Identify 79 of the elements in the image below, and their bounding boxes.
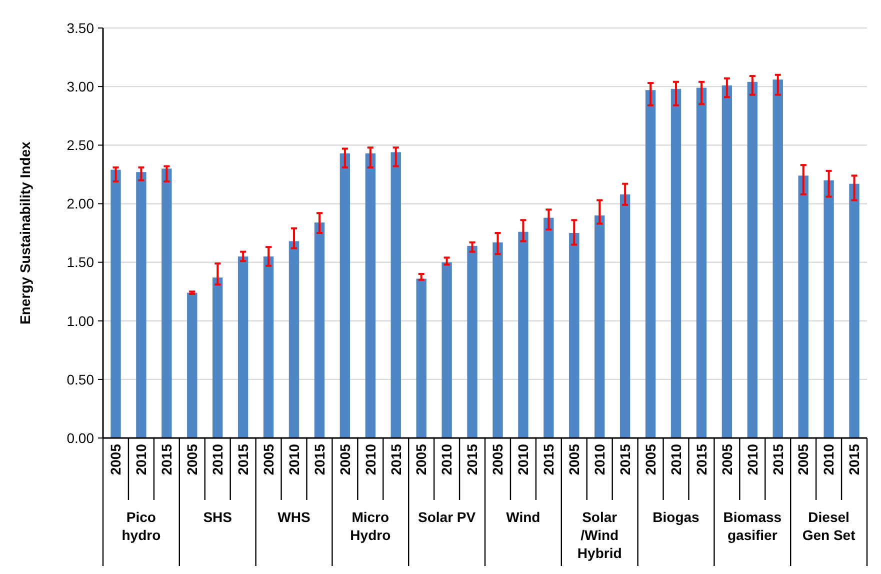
x-tick-label: 2010	[668, 444, 684, 476]
bar	[518, 232, 528, 438]
bar	[645, 90, 656, 438]
bar	[722, 85, 732, 438]
x-tick-label: 2015	[770, 444, 786, 476]
bar	[416, 278, 426, 438]
x-tick-label: 2015	[693, 444, 710, 476]
x-tick-label: 2015	[158, 444, 175, 476]
y-tick-label: 2.50	[66, 137, 94, 154]
bar	[136, 172, 146, 438]
text: SHS	[203, 509, 232, 525]
text: Micro Hydro	[350, 509, 391, 543]
bar	[670, 88, 682, 438]
bar	[696, 88, 707, 438]
text: Wind	[506, 509, 540, 525]
bar	[110, 170, 121, 438]
text: Solar /Wind Hybrid	[577, 509, 622, 561]
x-tick-label: 2005	[490, 444, 506, 476]
x-tick-label: 2015	[464, 444, 480, 476]
text: Diesel Gen Set	[802, 509, 856, 543]
bar	[340, 153, 350, 438]
y-axis-title: Energy Sustainability Index	[17, 141, 33, 324]
bar	[238, 256, 248, 438]
bar	[849, 184, 860, 438]
x-tick-label: 2010	[438, 444, 455, 476]
bar	[747, 82, 758, 438]
y-tick-label: 1.00	[66, 312, 94, 329]
x-tick-label: 2010	[592, 444, 608, 476]
x-tick-label: 2010	[744, 444, 760, 476]
text: Biomass gasifier	[723, 509, 782, 543]
bar	[162, 168, 172, 438]
bar	[824, 180, 834, 438]
x-tick-label: 2015	[388, 444, 404, 476]
x-tick-label: 2015	[616, 444, 633, 476]
x-tick-label: 2015	[311, 444, 328, 476]
bar	[772, 80, 783, 438]
text: Biogas	[652, 509, 700, 525]
y-tick-label: 3.50	[66, 20, 94, 36]
bar	[288, 241, 300, 438]
bar	[544, 218, 554, 438]
y-tick-label: 3.00	[66, 78, 94, 94]
bar	[620, 194, 630, 438]
x-tick-label: 2005	[413, 444, 430, 476]
x-tick-label: 2010	[820, 444, 837, 476]
y-tick-label: 1.50	[66, 254, 94, 270]
x-tick-label: 2005	[642, 444, 658, 476]
text: WHS	[278, 509, 310, 525]
x-tick-label: 2010	[515, 444, 532, 476]
x-tick-label: 2010	[210, 444, 226, 476]
x-tick-label: 2015	[846, 444, 862, 476]
bar	[212, 278, 223, 438]
x-tick-label: 2005	[336, 444, 353, 476]
x-tick-label: 2015	[234, 444, 251, 476]
bar	[442, 262, 452, 438]
text: Pico hydro	[122, 509, 161, 543]
bar	[467, 246, 478, 438]
x-tick-label: 2005	[718, 444, 735, 476]
y-tick-label: 2.00	[66, 196, 94, 212]
x-tick-label: 2005	[795, 444, 812, 476]
bar	[187, 292, 198, 438]
x-tick-label: 2010	[362, 444, 378, 476]
bar	[798, 176, 808, 438]
y-tick-label: 0.00	[66, 430, 94, 446]
bar	[390, 152, 401, 438]
bar	[314, 222, 325, 438]
bar	[263, 256, 274, 438]
x-tick-label: 2010	[133, 444, 150, 476]
bar	[365, 153, 376, 438]
bar	[569, 233, 580, 438]
text: Solar PV	[418, 509, 476, 525]
x-tick-label: 2010	[286, 444, 302, 476]
x-tick-label: 2005	[260, 444, 276, 476]
x-tick-label: 2005	[184, 444, 200, 476]
y-tick-label: 0.50	[66, 371, 94, 388]
x-tick-label: 2005	[566, 444, 582, 476]
bar	[492, 242, 503, 438]
x-tick-label: 2005	[108, 444, 124, 476]
bar	[594, 215, 605, 438]
x-tick-label: 2015	[540, 444, 557, 476]
